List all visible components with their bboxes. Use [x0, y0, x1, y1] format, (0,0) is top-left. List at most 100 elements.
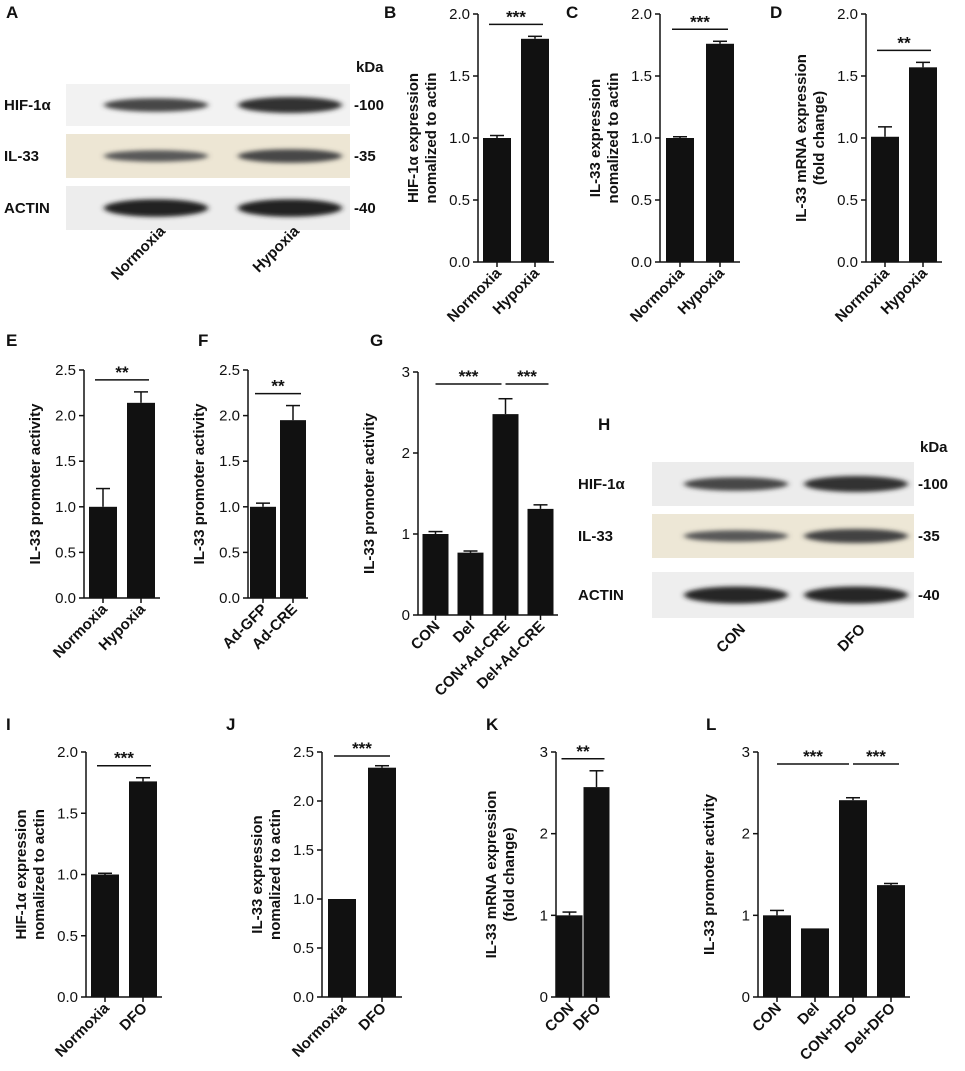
- y-tick-label: 0.5: [57, 928, 78, 945]
- chart-I: 0.0 0.5 1.0 1.5 2.0 Normoxia DFO *** HIF-1α expr…: [13, 744, 162, 1061]
- blot-band: [684, 477, 788, 491]
- y-tick-label: 0: [402, 607, 410, 624]
- blot-row-label: IL-33: [4, 148, 39, 165]
- significance-label: **: [576, 742, 590, 761]
- bar: [909, 67, 937, 262]
- panel-label: H: [598, 415, 610, 434]
- blot-band: [104, 199, 208, 217]
- chart-J: 0.0 0.5 1.0 1.5 2.0 2.5 Normoxia DFO *** IL-33 ex…: [249, 739, 402, 1061]
- y-axis-label: nomalized to actin: [31, 809, 48, 940]
- y-tick-label: 2.5: [293, 744, 314, 761]
- y-tick-label: 1.0: [57, 867, 78, 884]
- y-tick-label: 2.0: [837, 6, 858, 23]
- marker-label: -35: [354, 148, 376, 165]
- y-axis-label: IL-33 promoter activity: [191, 403, 208, 565]
- x-tick-label: Del: [794, 1000, 823, 1029]
- blot-band: [804, 586, 908, 604]
- y-tick-label: 0.0: [837, 254, 858, 271]
- y-axis-label: IL-33 promoter activity: [27, 403, 44, 565]
- panel-label: D: [770, 3, 782, 22]
- y-tick-label: 2.0: [55, 408, 76, 425]
- blot-band: [238, 149, 342, 163]
- y-tick-label: 0.0: [631, 254, 652, 271]
- bar: [801, 928, 829, 997]
- blot-row-label: HIF-1α: [578, 476, 626, 493]
- y-tick-label: 3: [540, 744, 548, 761]
- x-tick-label: Normoxia: [50, 600, 111, 661]
- x-tick-label: CON: [408, 618, 444, 654]
- y-tick-label: 2.0: [57, 744, 78, 761]
- y-tick-label: 2: [402, 445, 410, 462]
- y-tick-label: 2.5: [219, 362, 240, 379]
- bar: [280, 420, 306, 598]
- bar: [583, 787, 610, 997]
- bar: [127, 402, 155, 598]
- bar: [250, 506, 276, 598]
- y-axis-label: IL-33 mRNA expression: [793, 54, 810, 222]
- kda-label: kDa: [920, 439, 948, 456]
- y-tick-label: 2.0: [449, 6, 470, 23]
- x-tick-label: Normoxia: [52, 999, 113, 1060]
- marker-label: -40: [354, 200, 376, 217]
- y-tick-label: 1: [742, 907, 750, 924]
- panel-label: E: [6, 331, 17, 350]
- y-tick-label: 0.5: [219, 544, 240, 561]
- blot-row-label: IL-33: [578, 528, 613, 545]
- bar: [492, 414, 519, 615]
- y-tick-label: 2.0: [219, 408, 240, 425]
- y-axis-label: HIF-1α expression: [13, 809, 30, 939]
- bar: [556, 915, 583, 997]
- bar: [368, 767, 396, 997]
- y-tick-label: 0.0: [219, 590, 240, 607]
- y-tick-label: 1.0: [293, 891, 314, 908]
- lane-label: CON: [713, 621, 749, 657]
- lane-label: DFO: [834, 621, 869, 656]
- x-tick-label: DFO: [116, 1000, 151, 1035]
- significance-label: ***: [352, 739, 372, 758]
- y-tick-label: 0.5: [837, 192, 858, 209]
- bar: [89, 506, 117, 598]
- y-tick-label: 1.5: [293, 842, 314, 859]
- blot-band: [684, 586, 788, 604]
- chart-B: 0.00.51.01.52.0NormoxiaHypoxia***HIF-1α …: [405, 6, 554, 326]
- y-tick-label: 3: [742, 744, 750, 761]
- lane-label: Hypoxia: [250, 222, 304, 276]
- blot-band: [104, 150, 208, 162]
- bar: [666, 138, 694, 262]
- y-axis-label: IL-33 expression: [587, 79, 604, 197]
- y-tick-label: 1.0: [219, 499, 240, 516]
- blot-H: kDa HIF-1α -100 IL-33 -35 ACTIN -40 CON DFO: [578, 439, 948, 656]
- y-tick-label: 0: [540, 989, 548, 1006]
- significance-label: ***: [690, 12, 710, 31]
- panel-label: J: [226, 715, 235, 734]
- bar: [871, 136, 899, 262]
- y-tick-label: 1.0: [55, 499, 76, 516]
- y-tick-label: 1.5: [837, 68, 858, 85]
- marker-label: -35: [918, 528, 940, 545]
- y-tick-label: 1: [402, 526, 410, 543]
- y-tick-label: 3: [402, 364, 410, 381]
- significance-label: **: [271, 377, 285, 396]
- bar: [457, 552, 484, 615]
- blot-band: [804, 529, 908, 543]
- y-tick-label: 1.0: [449, 130, 470, 147]
- significance-label: ***: [114, 749, 134, 768]
- blot-band: [684, 530, 788, 542]
- bar: [328, 899, 356, 997]
- marker-label: -40: [918, 587, 940, 604]
- kda-label: kDa: [356, 59, 384, 76]
- blot-row-label: HIF-1α: [4, 97, 52, 114]
- y-tick-label: 2.5: [55, 362, 76, 379]
- y-tick-label: 2: [742, 826, 750, 843]
- significance-label: ***: [506, 7, 526, 26]
- panel-label: A: [6, 3, 18, 22]
- significance-label: ***: [517, 367, 537, 386]
- x-tick-label: Normoxia: [444, 264, 505, 325]
- y-tick-label: 0.0: [449, 254, 470, 271]
- bar: [422, 534, 449, 615]
